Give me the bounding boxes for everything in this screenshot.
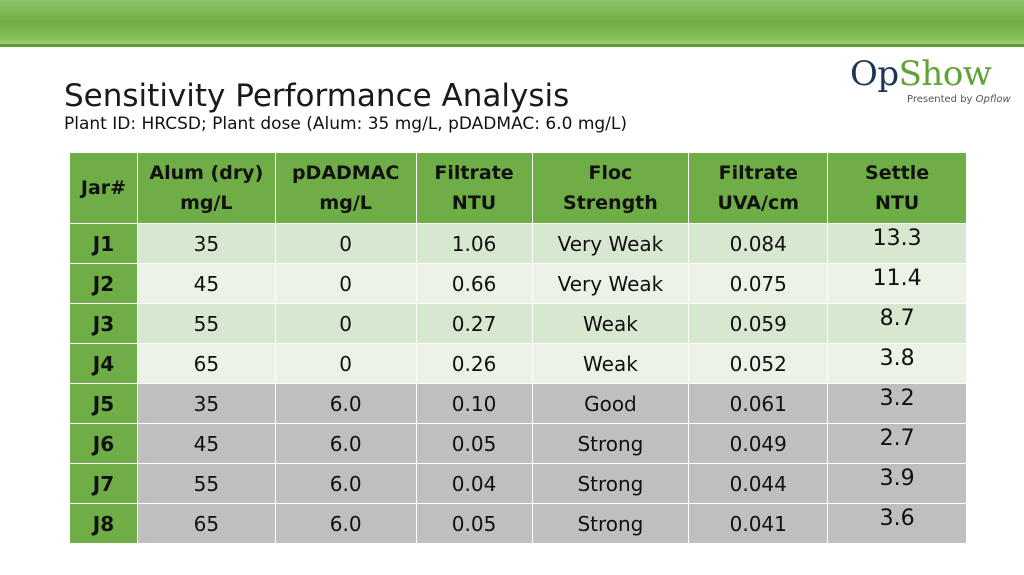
jar-id-cell: J5 xyxy=(69,383,138,424)
jar-id-cell: J1 xyxy=(69,223,138,264)
logo-op-text: Op xyxy=(850,54,899,94)
filtrate-ntu-cell: 0.05 xyxy=(415,423,533,464)
logo-brand: Opflow xyxy=(975,94,1011,105)
col-header-floc-strength: Floc Strength xyxy=(531,152,690,224)
logo-wordmark: OpShow xyxy=(850,56,1010,92)
table-row: J8 65 6.0 0.05 Strong 0.041 3.6 xyxy=(69,503,967,544)
pdadmac-cell: 6.0 xyxy=(274,463,417,504)
jar-id-cell: J8 xyxy=(69,503,138,544)
col-header-line: Floc xyxy=(588,162,633,184)
col-header-jar: Jar# xyxy=(69,152,138,224)
settle-ntu-cell: 3.6 xyxy=(827,503,967,544)
alum-cell: 55 xyxy=(136,463,276,504)
pdadmac-cell: 0 xyxy=(274,343,417,384)
settle-ntu-cell: 8.7 xyxy=(827,303,967,344)
logo-presented-by: Presented by xyxy=(907,94,973,105)
settle-ntu-cell: 13.3 xyxy=(827,223,967,264)
top-green-banner xyxy=(0,0,1024,47)
filtrate-uva-cell: 0.075 xyxy=(688,263,829,304)
col-header-line: mg/L xyxy=(180,192,233,214)
sensitivity-table: Jar# Alum (dry) mg/L pDADMAC mg/L Filtrate… xyxy=(69,152,967,544)
settle-ntu-cell: 11.4 xyxy=(827,263,967,304)
alum-cell: 65 xyxy=(136,503,276,544)
col-header-filtrate-uva: Filtrate UVA/cm xyxy=(688,152,829,224)
pdadmac-cell: 0 xyxy=(274,223,417,264)
col-header-line: NTU xyxy=(874,192,920,214)
col-header-settle-ntu: Settle NTU xyxy=(827,152,967,224)
col-header-line: UVA/cm xyxy=(717,192,800,214)
pdadmac-cell: 0 xyxy=(274,303,417,344)
settle-ntu-cell: 3.8 xyxy=(827,343,967,384)
table-row: J3 55 0 0.27 Weak 0.059 8.7 xyxy=(69,303,967,344)
floc-strength-cell: Weak xyxy=(531,303,690,344)
col-header-line: Strength xyxy=(563,192,658,214)
settle-ntu-cell: 3.2 xyxy=(827,383,967,424)
alum-cell: 55 xyxy=(136,303,276,344)
filtrate-ntu-cell: 1.06 xyxy=(415,223,533,264)
filtrate-ntu-cell: 0.26 xyxy=(415,343,533,384)
col-header-line: mg/L xyxy=(319,192,372,214)
opshow-logo: OpShow Presented by Opflow xyxy=(850,56,1011,108)
jar-id-cell: J7 xyxy=(69,463,138,504)
pdadmac-cell: 6.0 xyxy=(274,383,417,424)
filtrate-ntu-cell: 0.66 xyxy=(415,263,533,304)
filtrate-uva-cell: 0.052 xyxy=(688,343,829,384)
floc-strength-cell: Very Weak xyxy=(531,263,690,304)
alum-cell: 35 xyxy=(136,383,276,424)
col-header-line: Alum (dry) xyxy=(149,162,264,184)
filtrate-ntu-cell: 0.04 xyxy=(415,463,533,504)
floc-strength-cell: Strong xyxy=(531,423,690,464)
filtrate-uva-cell: 0.041 xyxy=(688,503,829,544)
col-header-line: Filtrate xyxy=(718,162,798,184)
floc-strength-cell: Strong xyxy=(531,463,690,504)
pdadmac-cell: 0 xyxy=(274,263,417,304)
table-row: J7 55 6.0 0.04 Strong 0.044 3.9 xyxy=(69,463,967,504)
floc-strength-cell: Weak xyxy=(531,343,690,384)
floc-strength-cell: Good xyxy=(531,383,690,424)
settle-ntu-cell: 3.9 xyxy=(827,463,967,504)
jar-id-cell: J4 xyxy=(69,343,138,384)
pdadmac-cell: 6.0 xyxy=(274,503,417,544)
floc-strength-cell: Strong xyxy=(531,503,690,544)
filtrate-uva-cell: 0.061 xyxy=(688,383,829,424)
logo-show-text: Show xyxy=(898,54,992,94)
alum-cell: 45 xyxy=(136,263,276,304)
alum-cell: 35 xyxy=(136,223,276,264)
table-row: J5 35 6.0 0.10 Good 0.061 3.2 xyxy=(69,383,967,424)
table-row: J1 35 0 1.06 Very Weak 0.084 13.3 xyxy=(69,223,967,264)
col-header-line: pDADMAC xyxy=(291,162,400,184)
logo-tagline: Presented by Opflow xyxy=(907,94,1011,105)
filtrate-ntu-cell: 0.27 xyxy=(415,303,533,344)
jar-id-cell: J2 xyxy=(69,263,138,304)
col-header-filtrate-ntu: Filtrate NTU xyxy=(415,152,533,224)
filtrate-uva-cell: 0.059 xyxy=(688,303,829,344)
table-row: J4 65 0 0.26 Weak 0.052 3.8 xyxy=(69,343,967,384)
col-header-line: Jar# xyxy=(80,177,127,199)
col-header-line: NTU xyxy=(451,192,497,214)
col-header-alum: Alum (dry) mg/L xyxy=(136,152,276,224)
col-header-line: Filtrate xyxy=(434,162,514,184)
alum-cell: 45 xyxy=(136,423,276,464)
table-row: J2 45 0 0.66 Very Weak 0.075 11.4 xyxy=(69,263,967,304)
filtrate-ntu-cell: 0.10 xyxy=(415,383,533,424)
page-title: Sensitivity Performance Analysis xyxy=(64,78,570,114)
pdadmac-cell: 6.0 xyxy=(274,423,417,464)
col-header-line: Settle xyxy=(865,162,930,184)
alum-cell: 65 xyxy=(136,343,276,384)
table-row: J6 45 6.0 0.05 Strong 0.049 2.7 xyxy=(69,423,967,464)
settle-ntu-cell: 2.7 xyxy=(827,423,967,464)
floc-strength-cell: Very Weak xyxy=(531,223,690,264)
filtrate-uva-cell: 0.044 xyxy=(688,463,829,504)
filtrate-ntu-cell: 0.05 xyxy=(415,503,533,544)
filtrate-uva-cell: 0.084 xyxy=(688,223,829,264)
col-header-pdadmac: pDADMAC mg/L xyxy=(274,152,417,224)
jar-id-cell: J3 xyxy=(69,303,138,344)
table-header-row: Jar# Alum (dry) mg/L pDADMAC mg/L Filtrate… xyxy=(69,152,967,224)
filtrate-uva-cell: 0.049 xyxy=(688,423,829,464)
page-subtitle: Plant ID: HRCSD; Plant dose (Alum: 35 mg… xyxy=(64,114,628,134)
jar-id-cell: J6 xyxy=(69,423,138,464)
